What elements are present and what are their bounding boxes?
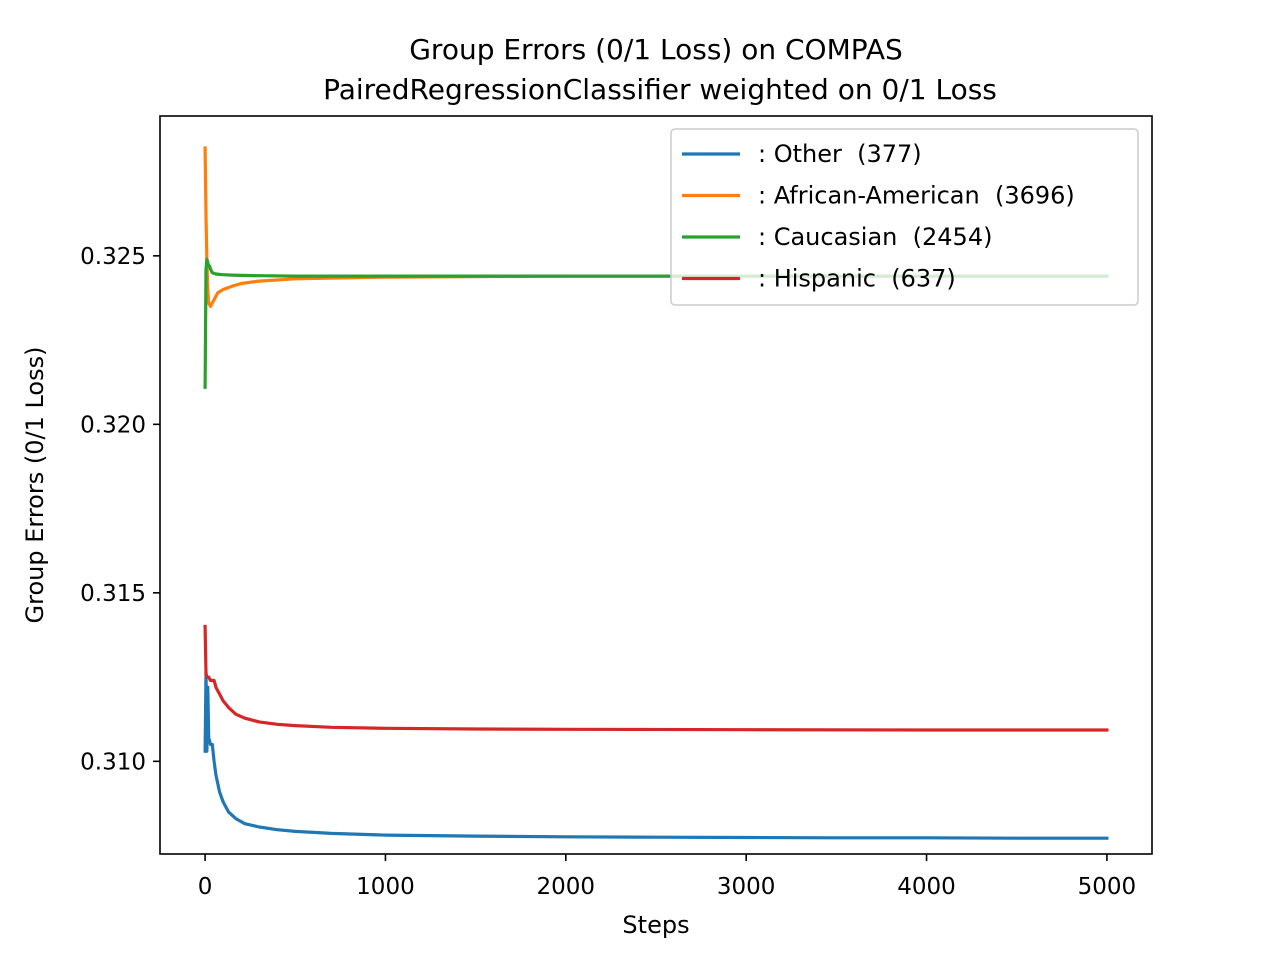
series-line-0	[203, 672, 1109, 840]
y-tick-label: 0.315	[80, 581, 146, 607]
plot-area-frame	[159, 115, 1153, 855]
chart-subtitle: PairedRegressionClassifier weighted on 0…	[323, 73, 997, 106]
x-tick-label: 1000	[356, 874, 415, 900]
series-lines	[203, 146, 1109, 840]
x-tick-label: 4000	[897, 874, 956, 900]
legend-label-1: : African-American (3696)	[758, 182, 1075, 210]
legend-label-3: : Hispanic (637)	[758, 265, 956, 293]
x-axis-ticks: 0 1000 2000 3000 4000 5000	[198, 854, 1136, 900]
legend-box	[670, 128, 1139, 306]
y-tick-label: 0.310	[80, 749, 146, 775]
y-tick-label: 0.320	[80, 412, 146, 438]
x-tick-label: 0	[198, 874, 213, 900]
legend-label-2: : Caucasian (2454)	[758, 223, 992, 251]
x-axis-label: Steps	[622, 911, 689, 939]
legend-label-0: : Other (377)	[758, 140, 922, 168]
series-line-3	[203, 624, 1109, 732]
y-axis-label: Group Errors (0/1 Loss)	[21, 347, 49, 624]
y-tick-label: 0.325	[80, 244, 146, 270]
x-tick-label: 3000	[717, 874, 776, 900]
series-line-2	[203, 257, 1109, 389]
legend: : Other (377) : African-American (3696) : …	[670, 128, 1139, 306]
x-tick-label: 2000	[537, 874, 596, 900]
y-axis-ticks: 0.310 0.315 0.320 0.325	[80, 244, 160, 775]
x-tick-label: 5000	[1078, 874, 1137, 900]
chart-title: Group Errors (0/1 Loss) on COMPAS	[409, 33, 903, 66]
